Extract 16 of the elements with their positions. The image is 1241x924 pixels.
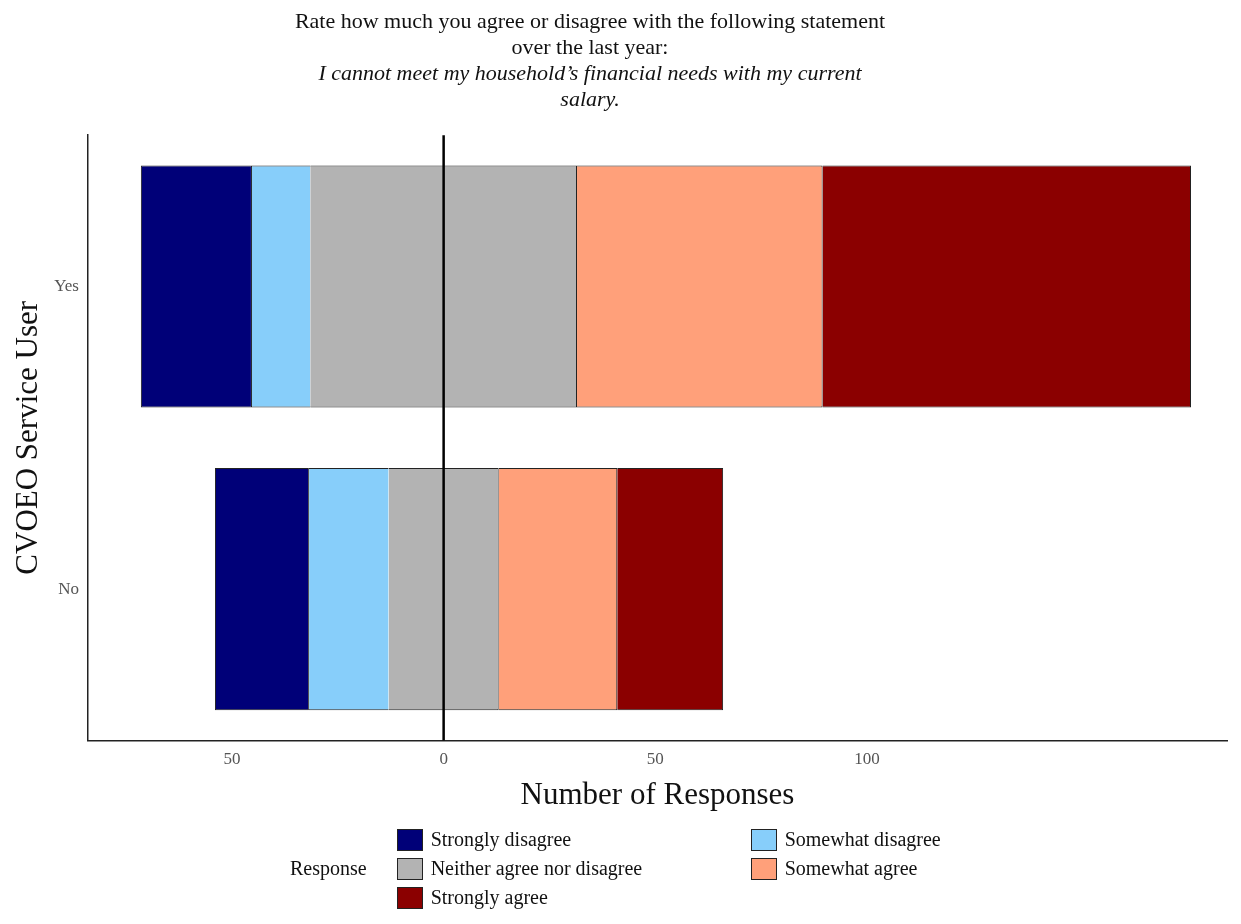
y-tick-label: Yes: [54, 275, 79, 295]
x-tick-label: 50: [646, 749, 664, 769]
y-axis-title: CVOEO Service User: [8, 300, 44, 575]
x-tick-label: 50: [223, 749, 241, 769]
legend-label: Neither agree nor disagree: [430, 857, 643, 880]
x-tick-label: 100: [854, 749, 880, 769]
legend-label: Somewhat disagree: [784, 828, 941, 851]
chart-title: Rate how much you agree or disagree with the following statement over the last year:: [293, 8, 887, 60]
legend-label: Strongly disagree: [430, 828, 572, 851]
chart-subtitle: I cannot meet my household’s financial needs with my current salary.: [317, 60, 863, 112]
x-tick-label: 0: [439, 749, 448, 769]
legend-title: Response: [290, 857, 367, 880]
x-axis-title: Number of Responses: [520, 775, 795, 811]
legend-label: Strongly agree: [430, 886, 548, 909]
y-tick-label: No: [58, 578, 79, 598]
legend-label: Somewhat agree: [784, 857, 918, 880]
